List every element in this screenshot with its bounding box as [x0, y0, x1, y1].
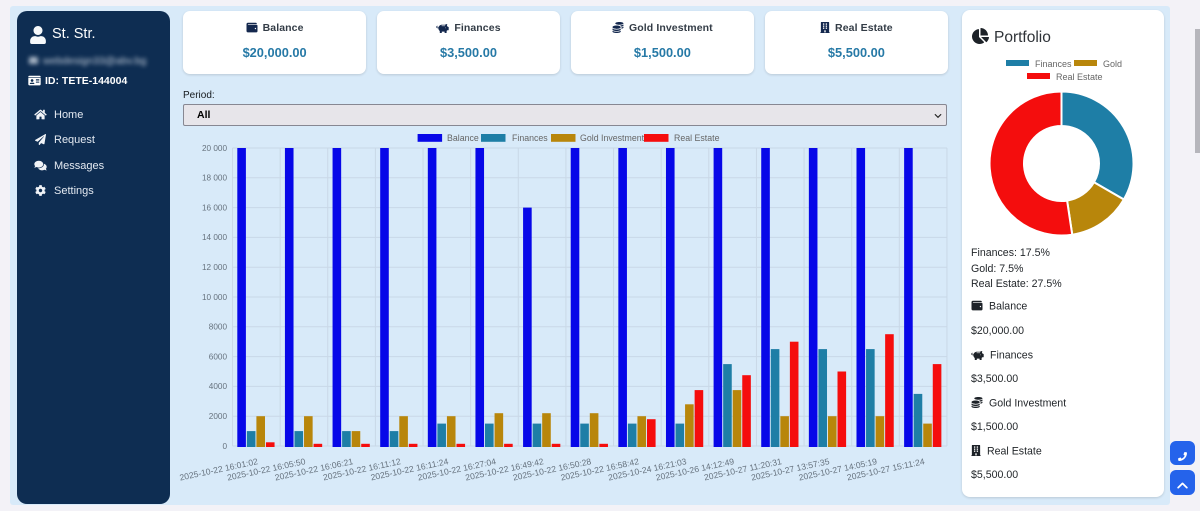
svg-text:8000: 8000	[209, 323, 228, 332]
svg-text:Finances: Finances	[512, 133, 548, 143]
svg-text:16 000: 16 000	[202, 203, 227, 212]
svg-text:Real Estate: Real Estate	[674, 133, 720, 143]
svg-text:Balance: Balance	[447, 133, 479, 143]
svg-text:14 000: 14 000	[202, 233, 227, 242]
svg-text:Gold Investment: Gold Investment	[580, 133, 645, 143]
svg-text:0: 0	[222, 442, 227, 451]
svg-text:20 000: 20 000	[202, 144, 227, 153]
svg-text:6000: 6000	[209, 352, 228, 361]
svg-text:12 000: 12 000	[202, 263, 227, 272]
svg-text:18 000: 18 000	[202, 174, 227, 183]
svg-text:4000: 4000	[209, 382, 228, 391]
svg-text:10 000: 10 000	[202, 293, 227, 302]
svg-text:2000: 2000	[209, 412, 228, 421]
